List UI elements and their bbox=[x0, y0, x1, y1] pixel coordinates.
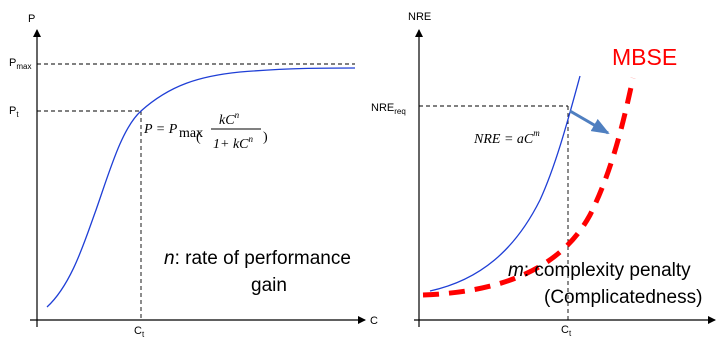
p-max-label: Pmax bbox=[9, 57, 31, 71]
left-y-axis-label: P bbox=[28, 13, 35, 25]
c-t-label-right: Ct bbox=[561, 324, 572, 338]
svg-text:gain: gain bbox=[251, 275, 287, 296]
shift-arrow bbox=[569, 109, 610, 135]
svg-text:1+ kCn: 1+ kCn bbox=[213, 134, 254, 152]
svg-text:): ) bbox=[263, 130, 268, 145]
left-x-axis-label: C bbox=[370, 315, 378, 327]
svg-text:m: complexity penalty: m: complexity penalty bbox=[508, 260, 691, 281]
nre-curve bbox=[429, 75, 581, 292]
performance-curve bbox=[46, 67, 356, 308]
p-t-label: Pt bbox=[9, 105, 19, 119]
complexity-annotation: m: complexity penalty (Complicatedness) bbox=[508, 260, 702, 308]
right-y-axis-label: NRE bbox=[408, 11, 431, 23]
svg-text:kCn: kCn bbox=[219, 110, 240, 128]
mbse-label: MBSE bbox=[612, 44, 677, 70]
svg-text:NRE = aCm: NRE = aCm bbox=[473, 128, 540, 147]
right-chart: NRE NREreq Ct MBSE NRE = aCm m: complexi… bbox=[371, 11, 716, 338]
mbse-curve bbox=[422, 77, 636, 298]
svg-text:P = P: P = P bbox=[143, 122, 178, 137]
performance-formula: P = P max ( kCn 1+ kCn ) bbox=[143, 110, 268, 152]
performance-annotation: n: rate of performance gain bbox=[164, 248, 351, 296]
svg-text:n: rate of performance: n: rate of performance bbox=[164, 248, 351, 269]
svg-text:(Complicatedness): (Complicatedness) bbox=[544, 287, 702, 308]
svg-text:(: ( bbox=[196, 130, 201, 145]
nre-req-label: NREreq bbox=[371, 102, 406, 116]
nre-formula: NRE = aCm bbox=[473, 128, 540, 147]
left-chart: P C Pmax Pt Ct P = P max ( kCn 1+ kCn ) … bbox=[9, 13, 378, 339]
svg-text:max: max bbox=[179, 126, 203, 141]
c-t-label-left: Ct bbox=[134, 325, 145, 339]
